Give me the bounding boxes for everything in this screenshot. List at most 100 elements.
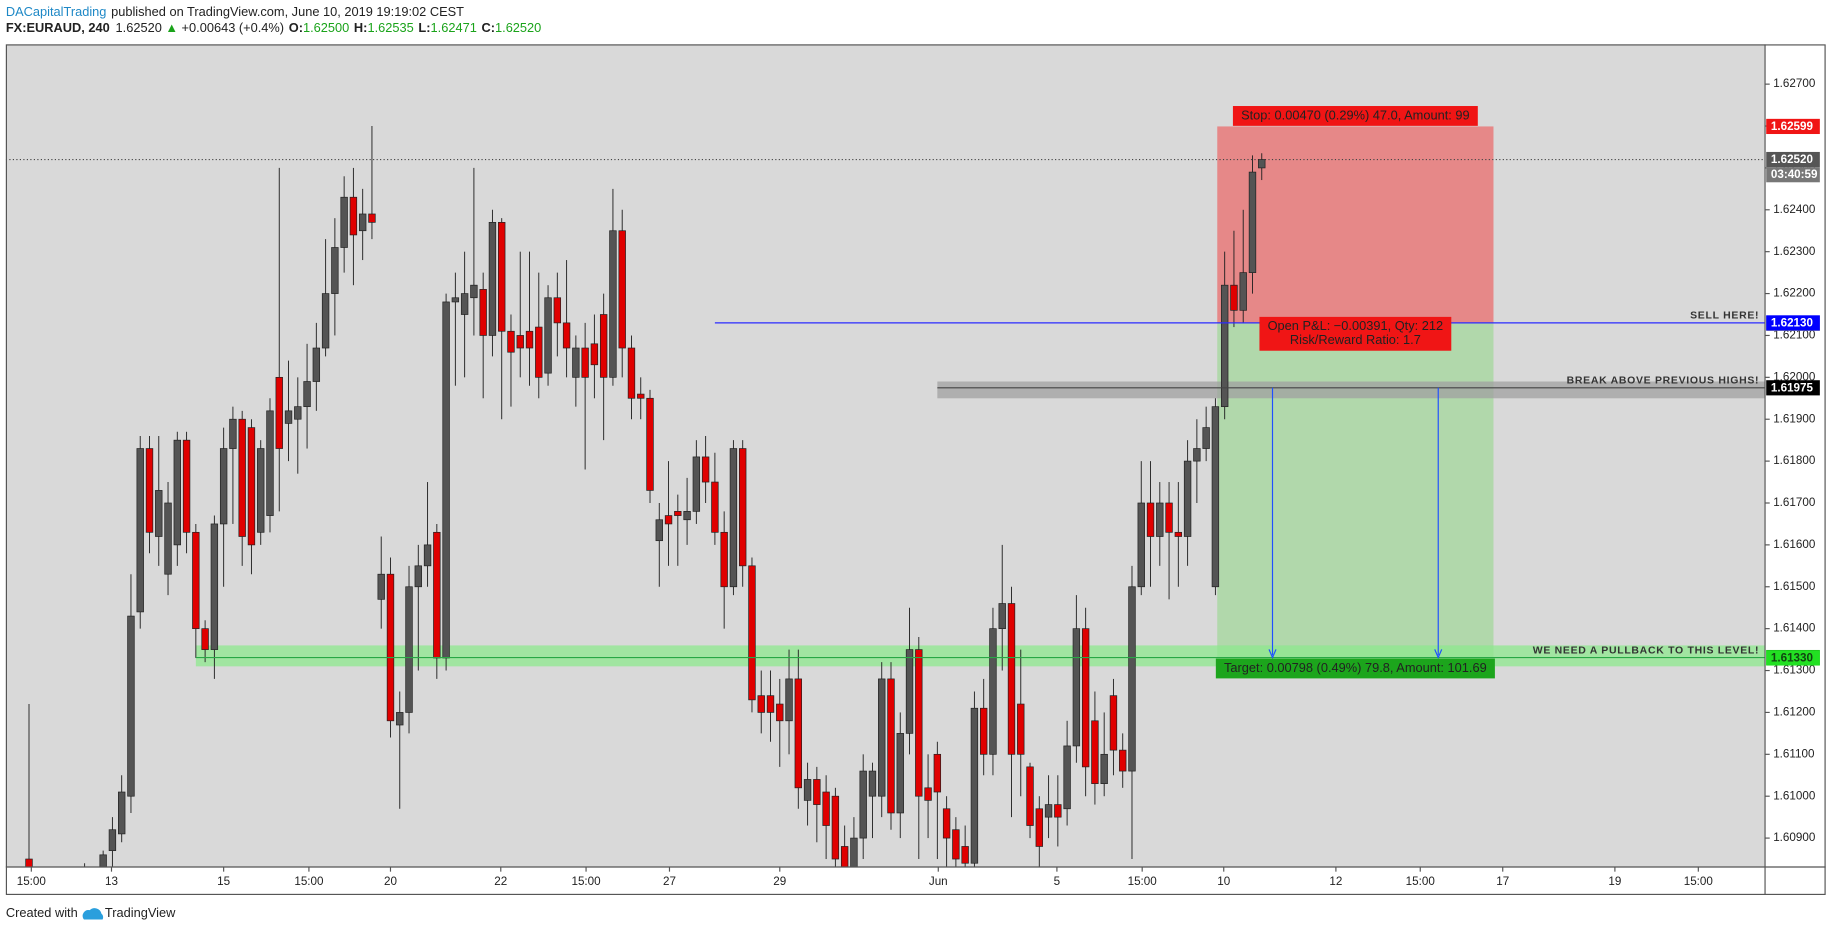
level-zone bbox=[937, 381, 1766, 399]
candle-body bbox=[192, 531, 200, 630]
y-tick-label: 1.61100 bbox=[1773, 747, 1815, 760]
candle-body bbox=[247, 427, 256, 546]
price-tag bbox=[1766, 650, 1820, 666]
candle-body bbox=[1044, 804, 1053, 818]
x-tick-label: 13 bbox=[105, 875, 118, 888]
ohlc-value: 1.62471 bbox=[431, 21, 477, 36]
y-tick-label: 1.61900 bbox=[1773, 412, 1816, 425]
x-tick-label: 20 bbox=[384, 875, 397, 888]
candle-body bbox=[377, 573, 385, 600]
x-tick-label: 22 bbox=[494, 875, 507, 888]
price-tag-label: 1.61975 bbox=[1771, 381, 1814, 394]
x-tick-label: 15:00 bbox=[294, 875, 324, 888]
candle-body bbox=[1193, 448, 1201, 462]
candle-body bbox=[748, 565, 756, 701]
candle-body bbox=[535, 326, 543, 378]
candle-body bbox=[905, 649, 914, 734]
ohlc-value: 1.62535 bbox=[367, 21, 413, 36]
candle-body bbox=[729, 448, 738, 588]
y-tick-label: 1.62300 bbox=[1773, 245, 1816, 258]
tv-logo bbox=[82, 908, 104, 920]
candle-body bbox=[25, 858, 33, 867]
x-tick-label: 27 bbox=[663, 875, 676, 888]
arrow-head bbox=[1434, 649, 1443, 660]
price-tag bbox=[1766, 315, 1820, 331]
stop-label: Stop: 0.00470 (0.29%) 47.0, Amount: 99 bbox=[1241, 107, 1470, 122]
candle-body bbox=[349, 196, 358, 236]
candle-body bbox=[1202, 427, 1210, 449]
candle-body bbox=[637, 393, 645, 399]
candle-body bbox=[785, 678, 793, 722]
arrow-head bbox=[1268, 649, 1277, 660]
candle-body bbox=[118, 791, 126, 835]
pnl-label-box bbox=[1259, 316, 1452, 351]
candle-body bbox=[386, 573, 395, 722]
time-scale bbox=[5, 866, 1766, 895]
ohlc-label: L: bbox=[418, 21, 430, 36]
candle-body bbox=[822, 791, 830, 826]
x-tick-label: 5 bbox=[1054, 875, 1060, 888]
candle-body bbox=[1211, 406, 1220, 588]
candle-body bbox=[201, 628, 209, 650]
candle-body bbox=[164, 502, 172, 575]
level-text: SELL HERE! bbox=[1690, 311, 1759, 322]
candle-body bbox=[878, 678, 886, 797]
candle-body bbox=[590, 343, 599, 366]
symbol-line: FX:EURAUD, 240 1.62520 ▲ +0.00643 (+0.4%) O:… bbox=[6, 21, 541, 36]
y-tick-label: 1.62700 bbox=[1773, 77, 1816, 90]
candle-body bbox=[340, 196, 348, 248]
price-tag bbox=[1766, 380, 1820, 396]
countdown: 03:40:59 bbox=[1771, 168, 1818, 181]
candle-body bbox=[1146, 502, 1155, 537]
price-tag-label: 1.62520 bbox=[1771, 153, 1813, 166]
candle-body bbox=[544, 297, 552, 374]
ohlc-label: H: bbox=[354, 21, 368, 36]
y-tick-label: 1.62100 bbox=[1773, 329, 1816, 342]
candle-body bbox=[516, 335, 524, 349]
candle-body bbox=[887, 678, 895, 814]
candle-body bbox=[701, 456, 710, 483]
x-tick-label: 17 bbox=[1496, 875, 1509, 888]
stop-label-box bbox=[1232, 106, 1478, 126]
footer-brand[interactable]: TradingView bbox=[105, 905, 176, 920]
candle-body bbox=[1017, 703, 1025, 755]
author[interactable]: DACapitalTrading bbox=[6, 4, 107, 19]
candle-body bbox=[525, 330, 534, 349]
y-tick-label: 1.61200 bbox=[1773, 706, 1816, 719]
candle-body bbox=[1174, 531, 1183, 537]
target-label-box bbox=[1215, 658, 1495, 679]
candle-body bbox=[627, 347, 636, 399]
candle-body bbox=[507, 330, 515, 353]
candle-body bbox=[358, 213, 367, 232]
candle-body bbox=[1248, 171, 1257, 273]
candle-body bbox=[896, 733, 904, 814]
last-price: 1.62520 bbox=[116, 21, 162, 36]
candle-body bbox=[155, 490, 163, 537]
plot: SELL HERE! BREAK ABOVE PREVIOUS HIGHS! WE … bbox=[5, 126, 1766, 867]
candle-body bbox=[952, 829, 960, 860]
candle-body bbox=[1128, 586, 1136, 772]
candle-body bbox=[1109, 695, 1118, 751]
candle-body bbox=[776, 703, 784, 722]
candle-body bbox=[405, 586, 413, 713]
y-tick-label: 1.60900 bbox=[1773, 831, 1816, 844]
candle-body bbox=[1026, 766, 1034, 826]
price-tag-label: 1.62599 bbox=[1771, 120, 1814, 133]
candle-body bbox=[692, 456, 701, 512]
candle-body bbox=[368, 213, 376, 223]
candle-body bbox=[840, 846, 849, 867]
y-tick-label: 1.61600 bbox=[1773, 538, 1816, 551]
x-tick-label: 10 bbox=[1217, 875, 1230, 888]
candle-body bbox=[859, 770, 867, 839]
publish-line: DACapitalTrading published on TradingView… bbox=[6, 4, 464, 19]
level-zone bbox=[195, 645, 1766, 667]
candle-body bbox=[813, 779, 821, 805]
candle-body bbox=[1007, 603, 1016, 755]
y-tick-label: 1.62400 bbox=[1773, 203, 1816, 216]
candle-body bbox=[599, 314, 608, 378]
x-tick-label: 15 bbox=[217, 875, 230, 888]
x-tick-label: 15:00 bbox=[1406, 875, 1436, 888]
candle-body bbox=[1072, 628, 1081, 747]
candle-body bbox=[572, 347, 580, 378]
candle-body bbox=[321, 293, 330, 349]
